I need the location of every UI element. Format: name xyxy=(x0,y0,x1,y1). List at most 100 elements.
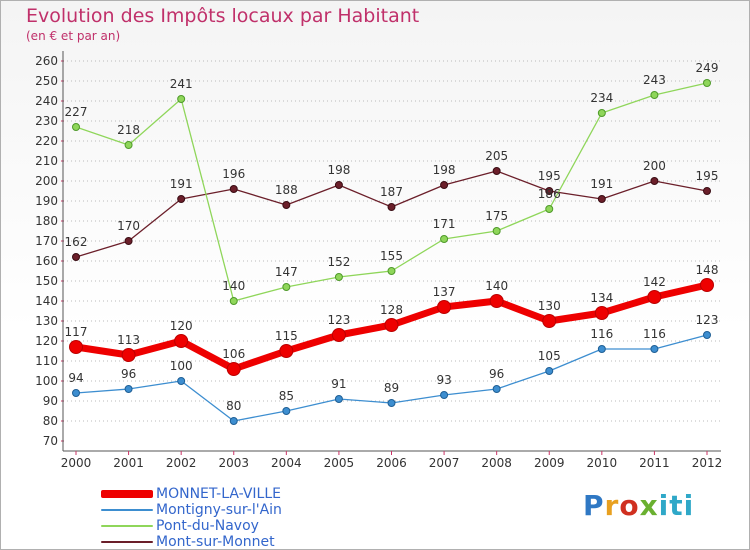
data-point xyxy=(703,331,711,339)
data-point xyxy=(597,345,606,353)
legend-label: Mont-sur-Monnet xyxy=(156,534,275,550)
data-label: 198 xyxy=(433,163,456,177)
data-label: 186 xyxy=(538,187,561,201)
x-tick-label: 2007 xyxy=(429,456,460,470)
x-tick-label: 2003 xyxy=(218,456,249,470)
x-tick-label: 2001 xyxy=(113,456,144,470)
y-tick-label: 250 xyxy=(35,74,58,88)
data-point xyxy=(226,362,241,376)
data-label: 148 xyxy=(696,263,719,277)
y-tick-label: 190 xyxy=(35,194,58,208)
data-point xyxy=(69,340,83,354)
y-tick-label: 110 xyxy=(35,354,58,368)
y-tick-label: 100 xyxy=(35,374,58,388)
data-point xyxy=(177,377,186,385)
data-label: 191 xyxy=(590,177,613,191)
data-label: 188 xyxy=(275,183,298,197)
data-point xyxy=(334,181,343,189)
data-point xyxy=(229,297,238,305)
data-label: 147 xyxy=(275,265,298,279)
data-label: 155 xyxy=(380,249,403,263)
data-label: 196 xyxy=(222,167,245,181)
y-tick-label: 210 xyxy=(35,154,58,168)
data-label: 227 xyxy=(65,105,88,119)
data-label: 205 xyxy=(485,149,508,163)
data-point xyxy=(647,290,662,304)
data-label: 241 xyxy=(170,77,193,91)
data-label: 116 xyxy=(643,327,666,341)
data-point xyxy=(703,79,711,87)
data-point xyxy=(334,395,343,403)
data-label: 243 xyxy=(643,73,666,87)
data-point xyxy=(542,314,557,328)
x-tick-label: 2002 xyxy=(166,456,197,470)
data-point xyxy=(177,195,186,203)
series-line xyxy=(75,334,708,422)
y-tick-label: 140 xyxy=(35,294,58,308)
y-tick-label: 120 xyxy=(35,334,58,348)
data-point xyxy=(282,407,291,415)
data-point xyxy=(72,123,80,131)
data-label: 195 xyxy=(696,169,719,183)
data-label: 96 xyxy=(489,367,504,381)
data-point xyxy=(650,345,659,353)
data-point xyxy=(650,177,659,185)
data-label: 191 xyxy=(170,177,193,191)
data-label: 106 xyxy=(222,347,245,361)
x-tick-label: 2011 xyxy=(639,456,670,470)
data-label: 85 xyxy=(279,389,294,403)
data-label: 152 xyxy=(327,255,350,269)
data-label: 94 xyxy=(68,371,83,385)
data-label: 80 xyxy=(226,399,241,413)
y-tick-label: 220 xyxy=(35,134,58,148)
data-label: 218 xyxy=(117,123,140,137)
y-tick-label: 200 xyxy=(35,174,58,188)
legend-swatch xyxy=(101,541,153,543)
data-label: 162 xyxy=(65,235,88,249)
y-tick-label: 70 xyxy=(43,434,58,448)
data-label: 91 xyxy=(331,377,346,391)
x-tick-label: 2000 xyxy=(61,456,92,470)
data-point xyxy=(650,91,659,99)
data-point xyxy=(387,399,396,407)
data-label: 115 xyxy=(275,329,298,343)
data-point xyxy=(700,278,714,292)
legend-item: Montigny-sur-l'Ain xyxy=(101,502,401,518)
data-label: 89 xyxy=(384,381,399,395)
data-point xyxy=(387,203,396,211)
x-tick-label: 2005 xyxy=(324,456,355,470)
data-point xyxy=(334,273,343,281)
data-label: 113 xyxy=(117,333,140,347)
data-point xyxy=(282,201,291,209)
y-tick-label: 230 xyxy=(35,114,58,128)
data-point xyxy=(492,227,501,235)
data-label: 137 xyxy=(433,285,456,299)
data-label: 198 xyxy=(327,163,350,177)
y-tick-label: 90 xyxy=(43,394,58,408)
legend-swatch xyxy=(101,525,153,527)
data-point xyxy=(387,267,396,275)
y-tick-label: 150 xyxy=(35,274,58,288)
proxiti-logo: Proxiti xyxy=(583,489,695,522)
data-point xyxy=(440,391,449,399)
y-tick-label: 260 xyxy=(35,54,58,68)
data-point xyxy=(177,95,186,103)
y-tick-label: 160 xyxy=(35,254,58,268)
data-point xyxy=(545,187,554,195)
data-label: 134 xyxy=(590,291,613,305)
data-point xyxy=(229,417,238,425)
data-point xyxy=(121,348,136,362)
data-point xyxy=(594,306,609,320)
data-point xyxy=(279,344,294,358)
data-label: 170 xyxy=(117,219,140,233)
data-point xyxy=(331,328,346,342)
legend-label: Pont-du-Navoy xyxy=(156,518,259,534)
data-label: 234 xyxy=(590,91,613,105)
data-point xyxy=(489,294,504,308)
data-label: 93 xyxy=(436,373,451,387)
data-label: 130 xyxy=(538,299,561,313)
data-point xyxy=(597,195,606,203)
data-label: 200 xyxy=(643,159,666,173)
x-tick-label: 2006 xyxy=(376,456,407,470)
y-tick-label: 240 xyxy=(35,94,58,108)
